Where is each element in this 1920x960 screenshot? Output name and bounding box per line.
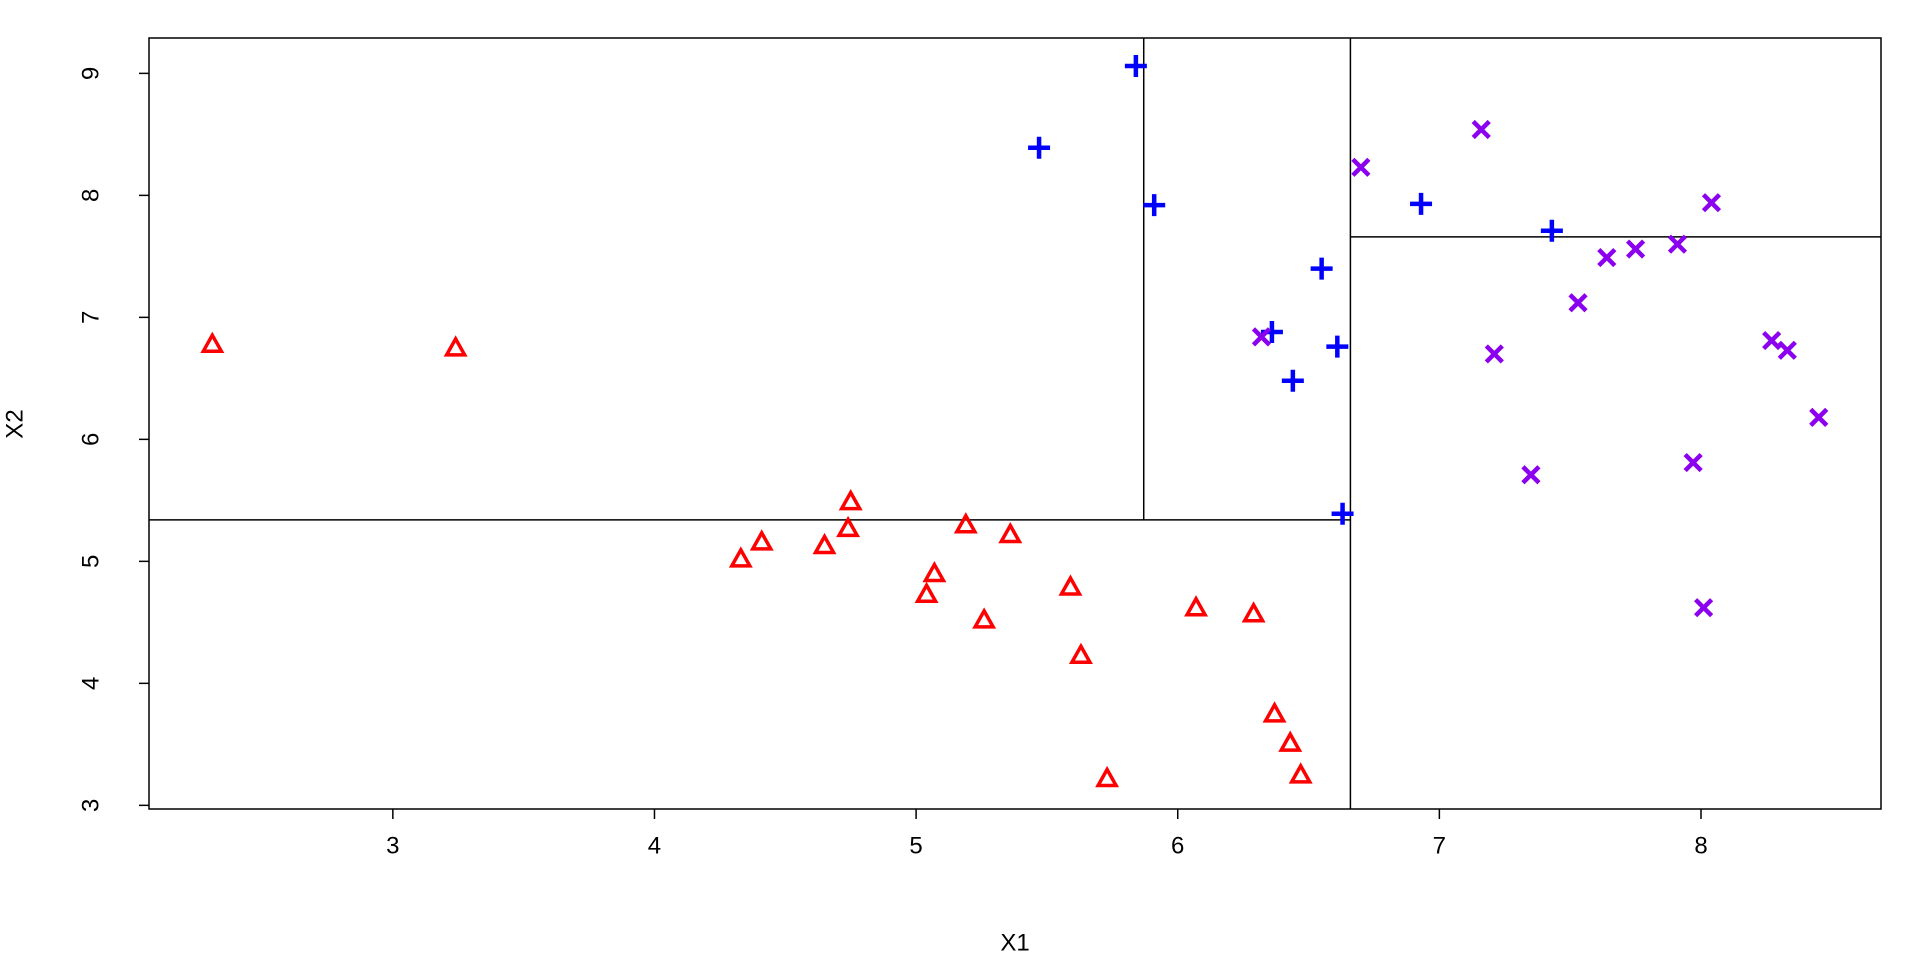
point bbox=[972, 607, 997, 629]
y-tick-label: 5 bbox=[77, 555, 104, 568]
x-axis-label: X1 bbox=[1000, 929, 1029, 956]
point bbox=[812, 532, 837, 555]
x-tick-label: 5 bbox=[909, 832, 922, 859]
point bbox=[1351, 157, 1371, 177]
x-tick-label: 6 bbox=[1171, 832, 1184, 859]
point bbox=[1521, 465, 1541, 485]
point bbox=[1241, 601, 1266, 623]
point bbox=[1568, 293, 1588, 313]
point bbox=[836, 515, 861, 538]
point bbox=[1288, 762, 1313, 784]
point bbox=[914, 581, 939, 604]
point bbox=[1471, 119, 1491, 140]
point bbox=[1278, 730, 1303, 752]
x-tick-label: 4 bbox=[648, 832, 661, 859]
point bbox=[953, 512, 978, 534]
point bbox=[200, 331, 225, 353]
point bbox=[1068, 642, 1093, 665]
point bbox=[838, 489, 863, 511]
point bbox=[1262, 701, 1287, 723]
point bbox=[998, 521, 1023, 544]
point bbox=[1184, 595, 1209, 617]
point bbox=[443, 335, 468, 357]
point bbox=[1124, 55, 1147, 78]
point bbox=[1667, 234, 1688, 254]
point bbox=[1762, 330, 1782, 351]
point bbox=[1251, 327, 1272, 347]
point bbox=[1683, 452, 1703, 473]
plot-frame bbox=[148, 37, 1882, 810]
point bbox=[1410, 192, 1433, 215]
y-tick-label: 7 bbox=[77, 311, 104, 324]
y-tick-label: 4 bbox=[77, 677, 104, 690]
point bbox=[1701, 193, 1722, 213]
y-tick-label: 9 bbox=[77, 67, 104, 80]
point bbox=[728, 546, 753, 568]
point bbox=[1777, 340, 1797, 360]
x-tick-label: 3 bbox=[386, 832, 399, 859]
point bbox=[1281, 369, 1304, 392]
point bbox=[749, 529, 774, 551]
y-tick-label: 3 bbox=[77, 799, 104, 812]
point bbox=[1143, 194, 1166, 217]
y-tick-label: 6 bbox=[77, 433, 104, 446]
y-axis-label: X2 bbox=[1, 409, 28, 438]
point bbox=[1809, 407, 1829, 427]
point bbox=[922, 560, 947, 583]
y-tick-label: 8 bbox=[77, 189, 104, 202]
x-tick-label: 8 bbox=[1694, 832, 1707, 859]
point bbox=[1058, 574, 1083, 596]
point bbox=[1694, 598, 1714, 618]
point bbox=[1326, 335, 1349, 358]
point bbox=[1484, 344, 1504, 364]
point bbox=[1331, 502, 1354, 525]
point bbox=[1625, 239, 1646, 259]
point bbox=[1028, 136, 1051, 159]
point bbox=[1095, 765, 1120, 788]
point bbox=[1597, 247, 1617, 268]
point bbox=[1310, 257, 1333, 280]
point bbox=[1540, 219, 1563, 242]
x-tick-label: 7 bbox=[1433, 832, 1446, 859]
